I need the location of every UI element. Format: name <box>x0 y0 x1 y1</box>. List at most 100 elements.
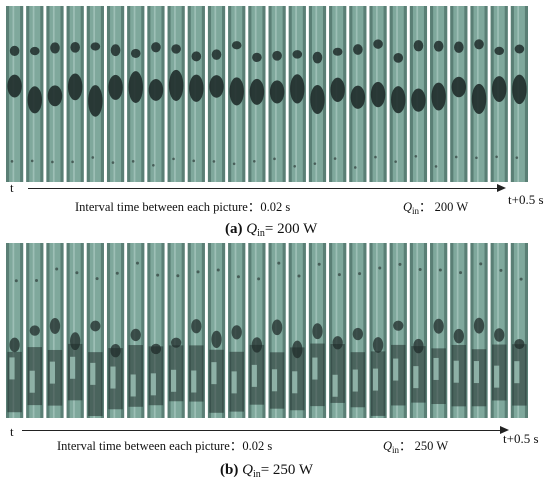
liquid-slug <box>312 357 318 380</box>
small-bubble <box>130 48 141 58</box>
micro-bubble <box>495 155 498 159</box>
tube-wall-right <box>423 6 428 182</box>
micro-bubble <box>35 278 39 282</box>
rising-bubble <box>453 328 464 344</box>
heat-input-label: Qin： 200 W <box>403 200 469 216</box>
video-frame <box>349 6 367 182</box>
micro-bubble <box>71 160 74 164</box>
video-frame <box>207 243 226 418</box>
tube-wall-right <box>40 243 44 418</box>
liquid-slug <box>170 369 177 392</box>
video-frame <box>86 243 104 418</box>
micro-bubble <box>156 273 160 277</box>
tube-wall-right <box>464 6 468 182</box>
rising-bubble <box>211 330 222 349</box>
micro-bubble <box>111 161 115 164</box>
micro-bubble <box>55 267 59 271</box>
tube-wall-right <box>20 6 24 182</box>
liquid-slug <box>292 371 298 394</box>
tube-wall-left <box>127 243 131 418</box>
tube-wall-left <box>106 243 111 418</box>
micro-bubble <box>152 163 155 167</box>
frame-strip-250w <box>6 243 528 418</box>
micro-bubble <box>313 162 317 165</box>
tube-wall-left <box>510 6 514 182</box>
video-frame <box>127 243 145 418</box>
micro-bubble <box>499 268 503 272</box>
micro-bubble <box>414 154 418 158</box>
time-arrow-line-b <box>22 430 502 431</box>
video-frame <box>288 243 306 418</box>
video-frame <box>86 6 104 182</box>
tube-wall-right <box>222 6 226 182</box>
large-bubble <box>168 69 184 101</box>
tube-wall-left <box>470 6 474 182</box>
micro-bubble <box>131 160 135 163</box>
micro-bubble <box>454 155 458 159</box>
micro-bubble <box>75 271 79 275</box>
rising-bubble <box>433 318 444 334</box>
video-frame <box>268 243 286 418</box>
micro-bubble <box>95 277 99 281</box>
tube-wall-left <box>308 243 312 418</box>
tube-wall-right <box>524 6 528 182</box>
video-frame <box>268 6 286 182</box>
small-bubble <box>454 41 464 53</box>
micro-bubble <box>479 262 483 266</box>
tube-wall-left <box>268 243 272 418</box>
video-frame <box>288 6 306 182</box>
tube-wall-right <box>161 6 165 182</box>
small-bubble <box>191 51 202 62</box>
tube-wall-right <box>484 6 488 182</box>
liquid-slug <box>251 364 257 387</box>
video-frame <box>228 6 246 182</box>
video-frame <box>187 243 205 418</box>
small-bubble <box>514 44 525 54</box>
small-bubble <box>211 49 222 60</box>
micro-bubble <box>394 160 397 163</box>
large-bubble <box>269 80 285 104</box>
video-frame <box>308 243 327 418</box>
small-bubble <box>9 45 20 56</box>
rising-bubble <box>9 337 20 353</box>
liquid-slug <box>473 361 480 384</box>
rising-bubble <box>494 328 505 342</box>
tube-wall-right <box>201 243 205 418</box>
large-bubble <box>370 81 386 108</box>
tube-wall-right <box>100 6 104 182</box>
rising-bubble <box>352 327 364 341</box>
micro-bubble <box>232 162 236 166</box>
large-bubble <box>148 79 164 101</box>
tube-wall-left <box>389 243 393 418</box>
tube-highlight <box>254 243 257 418</box>
tube-wall-left <box>349 243 353 418</box>
micro-bubble <box>353 166 357 169</box>
micro-bubble <box>333 157 337 160</box>
tube-wall-right <box>141 243 145 418</box>
rising-bubble <box>271 319 283 336</box>
tube-wall-left <box>6 243 10 418</box>
small-bubble <box>29 46 40 56</box>
liquid-slug <box>514 361 520 384</box>
time-arrow-line <box>28 188 498 189</box>
liquid-slug <box>494 365 500 388</box>
tube-wall-right <box>302 243 306 418</box>
micro-bubble <box>438 268 442 272</box>
micro-bubble <box>10 160 14 163</box>
rising-bubble <box>29 325 40 336</box>
tube-wall-right <box>444 243 448 418</box>
video-frame <box>430 243 448 418</box>
micro-bubble <box>358 272 362 276</box>
rising-bubble <box>130 328 141 342</box>
micro-bubble <box>378 266 382 270</box>
interval-label: Interval time between each picture：0.02 … <box>75 200 291 214</box>
tube-wall-left <box>86 243 90 418</box>
tube-wall-left <box>147 243 151 418</box>
time-end-label-b: t+0.5 s <box>503 431 539 446</box>
tube-wall-left <box>409 243 413 418</box>
tube-wall-right <box>363 6 367 182</box>
tube-wall-right <box>322 243 327 418</box>
tube-highlight <box>153 243 156 418</box>
video-frame <box>6 243 24 418</box>
micro-bubble <box>434 165 438 168</box>
